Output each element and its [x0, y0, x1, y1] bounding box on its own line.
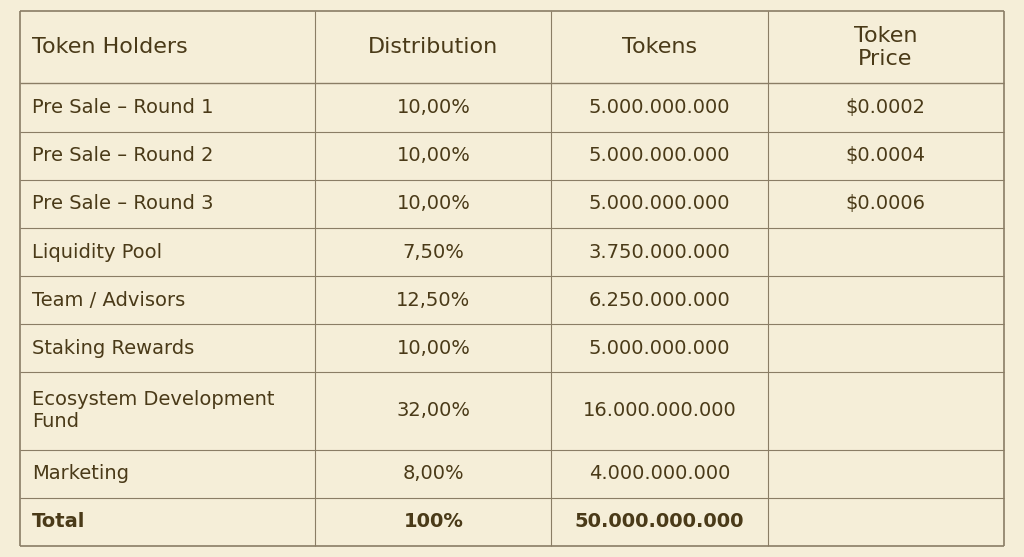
Text: 100%: 100% — [403, 512, 463, 531]
Text: Total: Total — [33, 512, 86, 531]
Text: 5.000.000.000: 5.000.000.000 — [589, 339, 730, 358]
Text: 6.250.000.000: 6.250.000.000 — [589, 291, 730, 310]
Text: 8,00%: 8,00% — [402, 464, 464, 483]
Text: 16.000.000.000: 16.000.000.000 — [583, 402, 736, 421]
Text: $0.0004: $0.0004 — [846, 146, 926, 165]
Text: Pre Sale – Round 2: Pre Sale – Round 2 — [33, 146, 214, 165]
Text: Marketing: Marketing — [33, 464, 129, 483]
Text: 3.750.000.000: 3.750.000.000 — [589, 242, 730, 261]
Text: 5.000.000.000: 5.000.000.000 — [589, 194, 730, 213]
Text: Ecosystem Development
Fund: Ecosystem Development Fund — [33, 390, 274, 432]
Text: Pre Sale – Round 1: Pre Sale – Round 1 — [33, 98, 214, 117]
Text: Staking Rewards: Staking Rewards — [33, 339, 195, 358]
Text: Liquidity Pool: Liquidity Pool — [33, 242, 163, 261]
Text: Tokens: Tokens — [622, 37, 697, 57]
Text: 5.000.000.000: 5.000.000.000 — [589, 98, 730, 117]
Text: 7,50%: 7,50% — [402, 242, 464, 261]
Text: 50.000.000.000: 50.000.000.000 — [574, 512, 744, 531]
Text: Team / Advisors: Team / Advisors — [33, 291, 185, 310]
Text: 5.000.000.000: 5.000.000.000 — [589, 146, 730, 165]
Text: Token
Price: Token Price — [854, 26, 918, 69]
Text: Pre Sale – Round 3: Pre Sale – Round 3 — [33, 194, 214, 213]
Text: 10,00%: 10,00% — [396, 98, 470, 117]
Text: 10,00%: 10,00% — [396, 339, 470, 358]
Text: 10,00%: 10,00% — [396, 146, 470, 165]
Text: 12,50%: 12,50% — [396, 291, 470, 310]
Text: 10,00%: 10,00% — [396, 194, 470, 213]
Text: Token Holders: Token Holders — [33, 37, 188, 57]
Text: 32,00%: 32,00% — [396, 402, 470, 421]
Text: $0.0002: $0.0002 — [846, 98, 926, 117]
Text: $0.0006: $0.0006 — [846, 194, 926, 213]
Text: Distribution: Distribution — [369, 37, 499, 57]
Text: 4.000.000.000: 4.000.000.000 — [589, 464, 730, 483]
